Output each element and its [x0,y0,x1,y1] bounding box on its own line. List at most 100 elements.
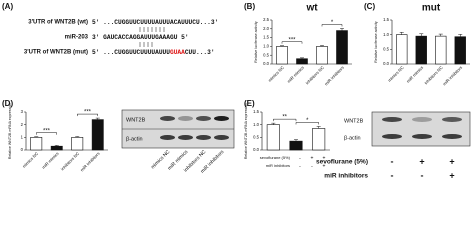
error-bar [316,126,321,129]
y-tick-label: 1.5 [263,35,269,40]
y-tick-label: 2.5 [263,17,269,22]
y-axis-label: Relative WNT2B mRNA expression [244,103,248,159]
x-tick-label: mimics NC [387,65,405,83]
blot-band [160,116,175,121]
y-tick-label: 1.5 [253,109,259,114]
chart-title: wt [305,3,318,14]
error-bar [34,136,39,138]
sequence-part: 5' ...CUGGUUCUUUUAUUUACAUUUCU...3' [92,19,218,26]
blot-band [412,134,432,139]
treatment-label: miR inhibitors [266,163,290,168]
panel-letter: (A) [2,2,13,11]
figure: (A) (B) (C) (D) (E) 3'UTR of WNT2B (wt) 5' ...… [2,2,471,180]
error-bar [438,33,443,37]
blot-band [214,135,229,140]
treatment-mark: - [299,163,301,169]
sequence: 5' ...CUGGUUCUUUUAUUUGUAACUU...3' [92,49,215,56]
bar [266,124,280,151]
y-tick-label: 2 [21,122,24,127]
x-tick-label: miR mimics [405,65,424,84]
significance-bracket [321,24,343,27]
bar [276,46,288,65]
blot-band [214,116,229,121]
x-tick-label: inhibitors NC [304,65,324,85]
significance-bracket [36,132,57,135]
y-axis-label: Relative WNT2B mRNA expression [8,103,12,159]
blot-row-label: β-actin [344,135,361,141]
error-bar [280,45,284,47]
significance-bracket [295,122,319,125]
sequence-part: 5' ...CUGGUUCUUUUAUUU [92,49,170,56]
y-tick-label: 2.0 [263,26,269,31]
y-tick-label: 1.0 [263,44,269,49]
blot-band [196,116,211,121]
treatment-mark: + [323,155,326,161]
sequence-label: 3'UTR of WNT2B (mut) [24,50,88,56]
blot-band [196,135,211,140]
bar [30,137,43,151]
blot-band [178,116,193,121]
error-bar [320,45,324,47]
sequence-part: CUU...3' [185,49,215,56]
significance-label: *** [43,128,51,134]
x-tick-label: miR mimics [286,65,305,84]
sequence-label: miR-203 [65,35,89,41]
blot-row-label: β-actin [126,136,143,142]
treatment-mark: + [323,163,326,169]
x-tick-label: inhibitors NC [423,65,443,85]
blot-band [442,134,462,139]
bar [91,119,104,151]
significance-bracket [281,41,303,44]
significance-label: *** [84,110,92,116]
treatment-mark: - [421,170,424,180]
error-bar [300,57,304,59]
x-tick-label: inhibitors NC [60,151,80,171]
treatment-mark: + [419,156,424,166]
y-tick-label: 1.0 [253,122,259,127]
blot-row-label: WNT2B [344,118,364,124]
significance-bracket [273,118,297,122]
error-bar [340,28,344,31]
blot-band [178,135,193,140]
significance-label: ** [282,115,287,121]
sequence-part: GUAA [170,49,185,56]
y-tick-label: 0.0 [253,147,259,152]
blot-band [412,117,432,122]
bar [396,34,408,65]
significance-label: *** [288,37,296,43]
y-tick-label: 1.5 [383,17,389,22]
error-bar [271,122,276,125]
bar [296,58,308,65]
chart-title: mut [422,3,441,14]
blot-band [382,117,402,122]
treatment-label: sevoflurane (5%) [316,159,368,166]
x-tick-label: miR inhibitors [324,65,345,86]
y-tick-label: 3 [21,109,24,114]
error-bar [294,139,298,142]
error-bar [419,33,424,37]
sequence-part: 3' GAUCACCAGGAUUUGAAAGU 5' [92,34,189,41]
treatment-mark: - [391,170,394,180]
y-tick-label: 0.5 [253,134,259,139]
y-axis-label: Relative luciferase activity [254,21,258,63]
significance-label: * [306,118,309,124]
bar [316,46,328,65]
sequence-label: 3'UTR of WNT2B (wt) [28,20,88,26]
treatment-mark: + [311,155,314,161]
bar [50,145,63,151]
treatment-mark: - [299,155,301,161]
panel-letter: (E) [244,99,255,108]
error-bar [54,145,59,147]
blot-band [442,117,462,122]
panel-letter: (B) [244,2,255,11]
y-axis-label: Relative luciferase activity [374,21,378,63]
blot-band [382,134,402,139]
y-tick-label: 1 [21,134,24,139]
sequence: 3' GAUCACCAGGAUUUGAAAGU 5' [92,34,189,41]
x-tick-label: mimics NC [267,65,285,83]
bar [336,30,348,65]
treatment-label: miR inhibitors [324,173,368,180]
blot-row-label: WNT2B [126,117,146,123]
y-tick-label: 0.0 [263,61,269,66]
y-tick-label: 1.0 [383,32,389,37]
